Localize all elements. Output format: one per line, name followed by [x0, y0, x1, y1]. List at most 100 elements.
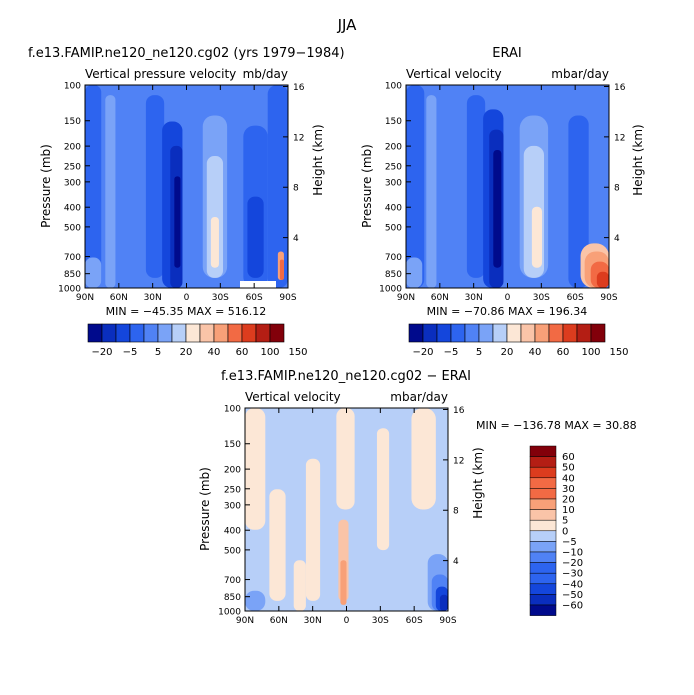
ytick-label: 500 — [385, 223, 402, 233]
field-region — [269, 489, 286, 601]
panel-obs-ylabel: Pressure (mb) — [360, 144, 374, 228]
field-region — [105, 95, 116, 288]
colorbar-label: 20 — [562, 495, 575, 506]
xtick-label: 30S — [212, 293, 229, 303]
colorbar-box — [529, 456, 557, 468]
xtick-label: 60N — [110, 293, 128, 303]
panel-diff-title: f.e13.FAMIP.ne120_ne120.cg02 − ERAI — [221, 369, 471, 384]
panel-obs: ERAI Vertical velocity mbar/day Pressure… — [360, 46, 645, 358]
field-region — [466, 95, 486, 278]
ytick-label: 850 — [224, 593, 241, 603]
colorbar-box — [529, 498, 557, 510]
ytick-label: 400 — [385, 204, 402, 214]
field-region — [267, 85, 288, 288]
colorbar-box — [529, 562, 557, 574]
colorbar-label: −20 — [562, 558, 583, 569]
panel-diff-subtitle-left: Vertical velocity — [245, 390, 341, 404]
colorbar-label: −5 — [444, 347, 459, 358]
colorbar-box — [529, 541, 557, 553]
colorbar-box — [529, 583, 557, 595]
xtick-label: 30S — [372, 616, 389, 626]
field-region — [376, 428, 390, 551]
colorbar-box — [529, 594, 557, 606]
panel-model-ticks: 100 150 200 250 300 400 500 700 850 1000 16 12 8 4 90N… — [58, 82, 305, 304]
panel-diff-stats: MIN = −136.78 MAX = 30.88 — [476, 419, 637, 432]
colorbar-label: 5 — [155, 347, 161, 358]
colorbar-label: −5 — [123, 347, 138, 358]
colorbar-box — [422, 323, 438, 343]
field-region — [406, 85, 425, 288]
panel-diff-units: mbar/day — [390, 390, 448, 404]
ytick-label: 500 — [64, 223, 81, 233]
colorbar-label: −5 — [562, 537, 577, 548]
colorbar-label: −20 — [412, 347, 433, 358]
field-region — [493, 149, 502, 268]
panel-obs-title: ERAI — [492, 46, 521, 61]
colorbar-box — [408, 323, 424, 343]
panel-diff-ylabel-right: Height (km) — [471, 447, 485, 518]
ytick-right-label: 16 — [293, 83, 305, 93]
panel-model-units: mb/day — [243, 67, 288, 81]
panel-obs-ylabel-right: Height (km) — [631, 124, 645, 195]
colorbar-box — [115, 323, 131, 343]
colorbar-box — [129, 323, 145, 343]
ytick-label: 1000 — [379, 285, 402, 295]
field-region — [531, 206, 543, 268]
colorbar-box — [529, 509, 557, 521]
colorbar-label: −10 — [562, 548, 583, 559]
colorbar-box — [478, 323, 494, 343]
ytick-label: 200 — [224, 466, 241, 476]
ytick-label: 250 — [64, 162, 81, 172]
colorbar-box — [87, 323, 103, 343]
colorbar-label: 20 — [180, 347, 193, 358]
colorbar-label: 60 — [236, 347, 249, 358]
field-region — [279, 259, 284, 280]
colorbar-label: −50 — [562, 590, 583, 601]
xtick-label: 90N — [236, 616, 254, 626]
ytick-right-label: 12 — [453, 456, 464, 466]
xtick-label: 30S — [533, 293, 550, 303]
colorbar-label: 40 — [208, 347, 221, 358]
colorbar-box — [213, 323, 229, 343]
panel-model-field — [85, 85, 288, 288]
colorbar-box — [185, 323, 201, 343]
ytick-label: 150 — [64, 117, 81, 127]
colorbar-box — [529, 530, 557, 542]
ytick-label: 400 — [64, 204, 81, 214]
ytick-label: 300 — [64, 178, 81, 188]
page-title: JJA — [337, 16, 358, 34]
field-region — [85, 257, 102, 288]
colorbar-label: 40 — [562, 473, 575, 484]
xtick-label: 30N — [465, 293, 483, 303]
colorbar-box — [255, 323, 271, 343]
field-region — [210, 216, 219, 268]
colorbar-box — [506, 323, 522, 343]
ytick-label: 400 — [224, 527, 241, 537]
xtick-label: 90S — [600, 293, 617, 303]
field-region — [411, 408, 436, 510]
colorbar-label: 150 — [609, 347, 628, 358]
colorbar-box — [199, 323, 215, 343]
xtick-label: 60S — [567, 293, 584, 303]
colorbar-label: 10 — [562, 505, 575, 516]
field-region — [568, 115, 589, 288]
colorbar-label: 20 — [501, 347, 514, 358]
colorbar-box — [529, 477, 557, 489]
ytick-right-label: 4 — [293, 234, 299, 244]
colorbar-box — [157, 323, 173, 343]
xtick-label: 0 — [344, 616, 350, 626]
ytick-right-label: 4 — [614, 234, 620, 244]
field-region — [596, 271, 609, 288]
xtick-label: 90N — [397, 293, 415, 303]
ytick-label: 850 — [64, 270, 81, 280]
xtick-label: 90S — [439, 616, 456, 626]
ytick-label: 1000 — [218, 608, 241, 618]
colorbar-box — [101, 323, 117, 343]
ytick-label: 250 — [224, 485, 241, 495]
colorbar-label: 60 — [557, 347, 570, 358]
colorbar-box — [269, 323, 285, 343]
colorbar-label: 60 — [562, 452, 575, 463]
field-region — [305, 458, 321, 601]
